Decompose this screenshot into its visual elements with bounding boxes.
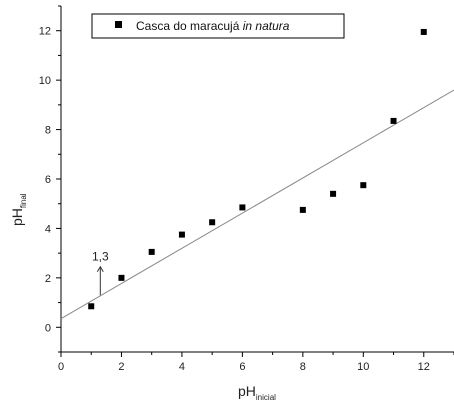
y-tick-label: 0 <box>45 322 51 334</box>
legend-label: Casca do maracujá in natura <box>136 19 290 33</box>
y-tick-label: 8 <box>45 125 51 137</box>
annotation: 1,3 <box>92 250 109 296</box>
x-tick-label: 2 <box>118 361 124 373</box>
y-axis-label-sub: final <box>19 193 28 208</box>
tick-marks <box>56 5 454 357</box>
y-axis-label: pHfinal <box>9 193 28 226</box>
annotation-arrowhead <box>96 265 104 272</box>
legend-box <box>91 13 345 39</box>
y-tick-label: 10 <box>39 75 51 87</box>
tick-labels: 0 2 4 6 8 10 12 0 2 4 6 8 10 12 <box>39 26 430 373</box>
x-tick-label: 6 <box>239 361 245 373</box>
x-tick-label: 12 <box>418 361 430 373</box>
y-tick-label: 4 <box>45 223 51 235</box>
x-axis-label-main: pH <box>238 383 256 399</box>
y-tick-label: 2 <box>45 273 51 285</box>
axes <box>60 6 454 353</box>
data-point <box>239 204 246 211</box>
legend: Casca do maracujá in natura <box>91 13 345 39</box>
y-tick-label: 6 <box>45 174 51 186</box>
y-axis-label-main: pH <box>9 208 25 226</box>
y-tick-label: 12 <box>39 26 51 38</box>
legend-marker <box>115 21 122 28</box>
data-point <box>420 28 427 35</box>
data-point <box>360 182 367 189</box>
data-point <box>390 117 397 124</box>
legend-label-italic: in natura <box>243 19 290 33</box>
data-point <box>178 231 185 238</box>
data-point <box>148 248 155 255</box>
annotation-label: 1,3 <box>92 250 109 264</box>
data-points <box>88 28 427 310</box>
x-tick-label: 0 <box>58 361 64 373</box>
data-point <box>299 206 306 213</box>
data-point <box>209 219 216 226</box>
data-point <box>88 303 95 310</box>
x-tick-label: 10 <box>357 361 369 373</box>
x-axis-label: pHinicial <box>238 383 276 402</box>
data-point <box>330 190 337 197</box>
x-axis-label-sub: inicial <box>256 393 276 402</box>
x-tick-label: 4 <box>179 361 185 373</box>
x-tick-label: 8 <box>300 361 306 373</box>
fit-line <box>60 89 454 320</box>
legend-label-main: Casca do maracujá <box>136 19 243 33</box>
data-point <box>118 274 125 281</box>
